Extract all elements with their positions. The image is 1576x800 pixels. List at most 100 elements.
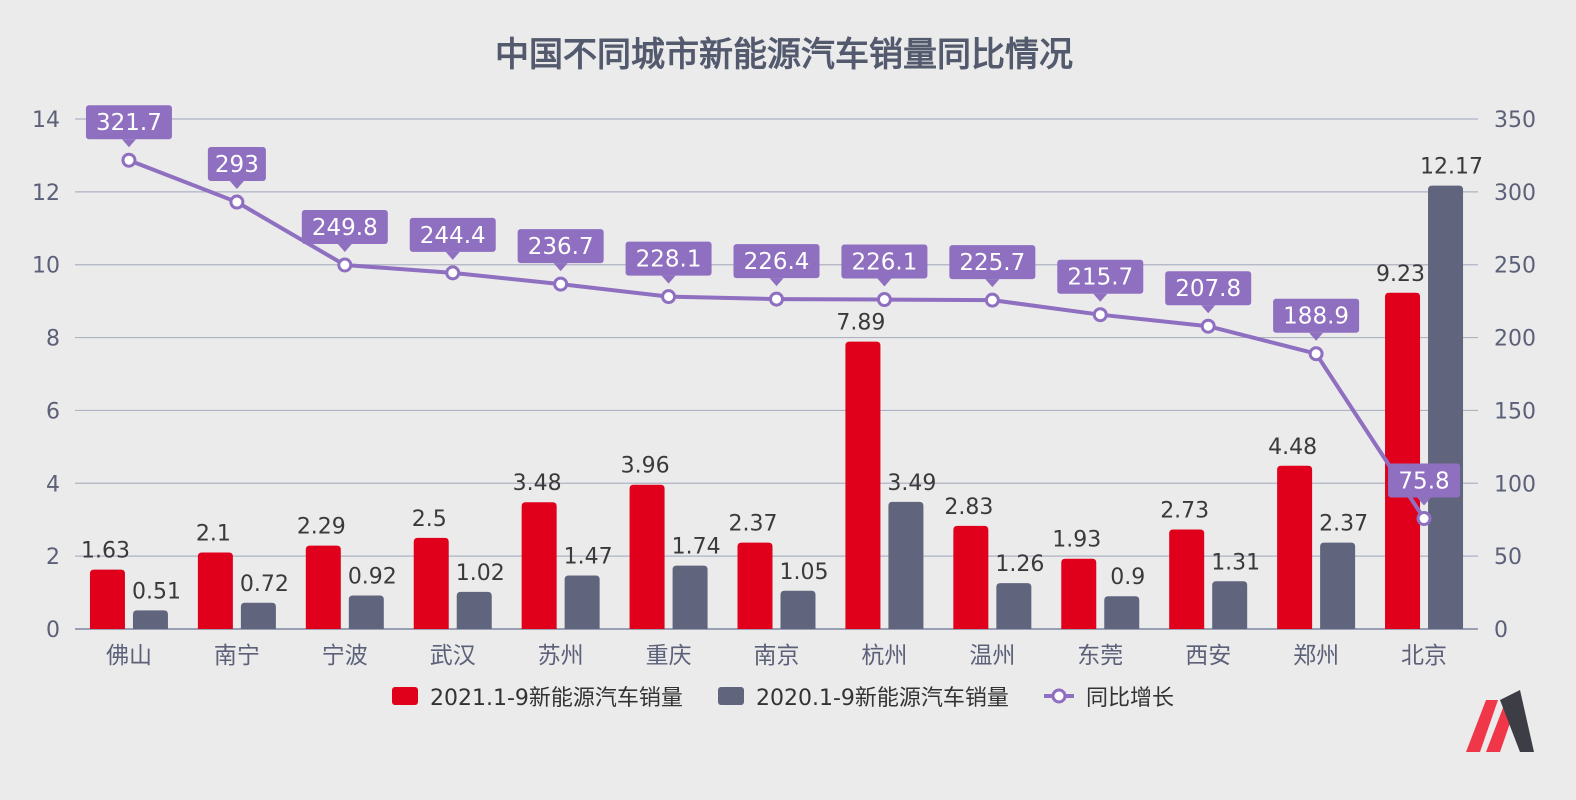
growth-point <box>229 194 245 210</box>
growth-point <box>661 289 677 305</box>
bar-2021 <box>953 525 989 629</box>
growth-point <box>337 257 353 273</box>
category-label: 南京 <box>754 643 800 669</box>
bar-2021 <box>413 537 449 629</box>
growth-value-label: 249.8 <box>301 210 388 253</box>
left-axis-tick-label: 14 <box>32 108 60 133</box>
category-label: 重庆 <box>646 643 692 669</box>
m-logo-icon <box>1466 690 1534 752</box>
bar-2020-value-label: 3.49 <box>887 471 936 496</box>
growth-value-label: 293 <box>207 147 266 190</box>
bar-2020-value-label: 0.72 <box>240 572 289 597</box>
bar-2020 <box>1104 596 1140 629</box>
legend-label: 2021.1-9新能源汽车销量 <box>430 686 683 711</box>
bar-2020 <box>888 501 924 629</box>
right-axis: 0 50 100 150 200 250 300 350 <box>1494 108 1536 643</box>
bar-2021-value-label: 2.37 <box>729 512 778 537</box>
category-label: 宁波 <box>322 643 368 669</box>
category-label: 北京 <box>1401 643 1447 669</box>
bar-2021-value-label: 2.83 <box>944 495 993 520</box>
left-axis-tick-label: 8 <box>46 327 60 352</box>
left-axis-tick-label: 4 <box>46 472 60 497</box>
growth-point <box>553 276 569 292</box>
bar-2021-value-label: 7.89 <box>836 311 885 336</box>
bar-2021-value-label: 1.93 <box>1052 528 1101 553</box>
bar-2021 <box>1169 529 1205 629</box>
bar-2021 <box>737 542 773 629</box>
legend-label: 2020.1-9新能源汽车销量 <box>756 686 1009 711</box>
svg-text:188.9: 188.9 <box>1283 304 1349 330</box>
left-axis-tick-label: 10 <box>32 254 60 279</box>
growth-point <box>1416 511 1432 527</box>
left-axis-tick-label: 6 <box>46 399 60 424</box>
category-label: 郑州 <box>1293 643 1339 669</box>
growth-value-label: 236.7 <box>517 229 604 272</box>
svg-text:228.1: 228.1 <box>636 247 702 273</box>
legend-label: 同比增长 <box>1086 686 1174 711</box>
right-axis-tick-label: 350 <box>1494 108 1536 133</box>
bar-2020 <box>564 575 600 629</box>
category-label: 佛山 <box>106 643 152 669</box>
svg-text:75.8: 75.8 <box>1398 469 1449 495</box>
bar-2021-value-label: 2.1 <box>196 522 231 547</box>
growth-point <box>1308 346 1324 362</box>
legend-item: 同比增长 <box>1044 686 1174 711</box>
bar-2020-value-label: 1.05 <box>780 560 829 585</box>
bar-2021 <box>521 502 557 629</box>
legend: 2021.1-9新能源汽车销量 2020.1-9新能源汽车销量 同比增长 <box>392 686 1174 711</box>
bar-2021-value-label: 4.48 <box>1268 435 1317 460</box>
growth-value-label: 321.7 <box>85 105 172 148</box>
bar-2021 <box>845 341 881 629</box>
bar-2020 <box>1320 542 1356 629</box>
growth-value-label: 188.9 <box>1273 298 1360 341</box>
bar-2020 <box>348 595 384 629</box>
growth-point <box>984 292 1000 308</box>
growth-value-label: 226.4 <box>733 244 820 287</box>
bar-2020-value-label: 0.51 <box>132 579 181 604</box>
legend-swatch <box>392 687 418 705</box>
svg-text:226.1: 226.1 <box>851 250 917 276</box>
bar-2020 <box>240 602 276 629</box>
legend-item: 2021.1-9新能源汽车销量 <box>392 686 683 711</box>
growth-point <box>1092 307 1108 323</box>
bar-2021-value-label: 2.29 <box>297 515 346 540</box>
svg-text:225.7: 225.7 <box>959 250 1025 276</box>
growth-point <box>1200 318 1216 334</box>
svg-text:236.7: 236.7 <box>528 234 594 260</box>
growth-line-series: 321.7 293 249.8 244.4 236.7 228.1 226.4 226.1 22… <box>85 105 1461 527</box>
bar-2020 <box>780 590 816 629</box>
growth-point <box>121 152 137 168</box>
svg-text:293: 293 <box>215 152 259 178</box>
bar-2020 <box>672 565 708 629</box>
bar-2021-value-label: 3.96 <box>621 454 670 479</box>
legend-item: 2020.1-9新能源汽车销量 <box>718 686 1009 711</box>
bar-2021 <box>89 569 125 629</box>
growth-value-label: 215.7 <box>1057 259 1144 302</box>
right-axis-tick-label: 100 <box>1494 472 1536 497</box>
left-axis-tick-label: 12 <box>32 181 60 206</box>
legend-swatch <box>718 687 744 705</box>
svg-text:321.7: 321.7 <box>96 110 162 136</box>
bar-2021-value-label: 2.5 <box>412 507 447 532</box>
svg-text:226.4: 226.4 <box>744 249 810 275</box>
right-axis-tick-label: 150 <box>1494 399 1536 424</box>
bar-2020 <box>1212 581 1248 629</box>
bar-2020 <box>132 610 168 629</box>
category-label: 杭州 <box>861 643 907 669</box>
right-axis-tick-label: 50 <box>1494 545 1522 570</box>
bar-2020-value-label: 12.17 <box>1420 155 1483 180</box>
left-axis-tick-label: 2 <box>46 545 60 570</box>
bar-2021 <box>1277 465 1313 629</box>
chart-title: 中国不同城市新能源汽车销量同比情况 <box>495 35 1073 75</box>
category-label: 武汉 <box>430 643 476 669</box>
bar-2020 <box>456 591 492 629</box>
right-axis-tick-label: 200 <box>1494 327 1536 352</box>
bar-series <box>89 185 1464 629</box>
category-label: 温州 <box>969 643 1015 669</box>
left-axis-tick-label: 0 <box>46 618 60 643</box>
bar-data-labels: 1.630.51 2.1 0.72 2.290.92 2.5 1.02 3.48 1.47 3.… <box>81 155 1483 605</box>
right-axis-tick-label: 250 <box>1494 254 1536 279</box>
svg-text:207.8: 207.8 <box>1175 276 1241 302</box>
bar-2020-value-label: 1.31 <box>1211 550 1260 575</box>
